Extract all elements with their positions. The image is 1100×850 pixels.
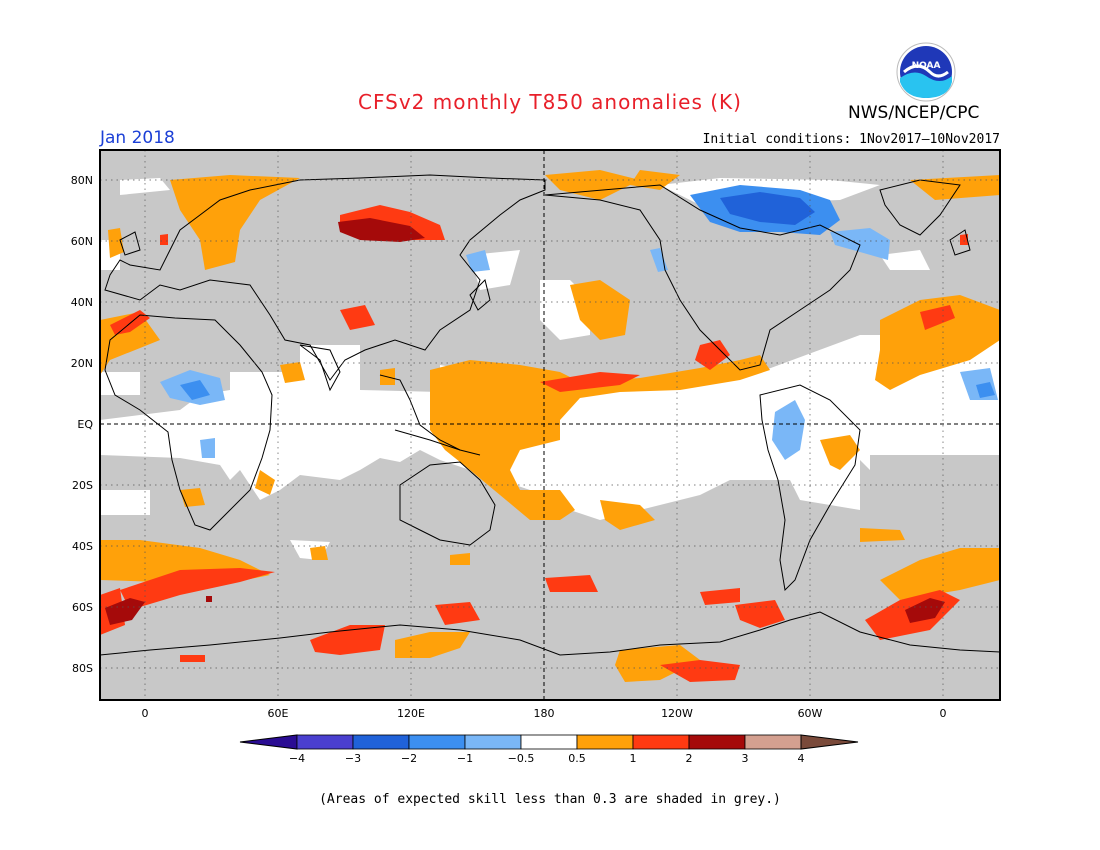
lat-label: 40S (72, 540, 93, 553)
colorbar-swatch (464, 734, 522, 750)
cold-anomaly-regions-minus-0.5-minus-1 (160, 228, 998, 460)
colorbar: −4 −3 −2 −1 −0.5 0.5 1 2 3 4 (239, 734, 859, 765)
lon-label: 120E (397, 707, 425, 720)
cold-anomaly-regions-minus-1-minus-2 (180, 185, 995, 400)
noaa-logo: NOAA (896, 42, 956, 102)
colorbar-tick-label: −2 (401, 752, 417, 765)
colorbar-tick-label: 3 (742, 752, 749, 765)
lat-label: EQ (77, 418, 93, 431)
latitude-labels: 80N 60N 40N 20N EQ 20S 40S 60S 80S (71, 174, 94, 675)
skill-footnote: (Areas of expected skill less than 0.3 a… (319, 792, 781, 807)
map-frame (99, 149, 1001, 701)
map-area (99, 149, 1001, 701)
colorbar-swatches (239, 734, 859, 750)
lat-label: 80N (71, 174, 93, 187)
colorbar-tick-labels: −4 −3 −2 −1 −0.5 0.5 1 2 3 4 (289, 752, 805, 765)
colorbar-swatch (520, 734, 578, 750)
coastlines (99, 174, 1001, 656)
lon-label: 60W (798, 707, 823, 720)
colorbar-swatch (296, 734, 354, 750)
warm-anomaly-regions-2-3 (105, 218, 945, 625)
colorbar-tick-label: 2 (686, 752, 693, 765)
colorbar-tick-label: −0.5 (508, 752, 535, 765)
lon-label: 60E (268, 707, 289, 720)
colorbar-swatch (408, 734, 466, 750)
colorbar-tick-label: −1 (457, 752, 473, 765)
colorbar-tick-label: 0.5 (568, 752, 586, 765)
lat-label: 20S (72, 479, 93, 492)
lat-label: 20N (71, 357, 93, 370)
lon-label: 0 (940, 707, 947, 720)
warm-anomaly-regions-1-2 (100, 205, 968, 682)
lon-label: 120W (661, 707, 693, 720)
colorbar-swatch-above-max (800, 734, 859, 750)
lat-label: 40N (71, 296, 93, 309)
logo-text: NOAA (912, 61, 941, 71)
colorbar-tick-label: 4 (798, 752, 805, 765)
agency-label: NWS/NCEP/CPC (848, 103, 980, 123)
colorbar-swatch (632, 734, 690, 750)
colorbar-tick-label: −3 (345, 752, 361, 765)
initial-conditions-label: Initial conditions: 1Nov2017–10Nov2017 (702, 132, 1000, 147)
colorbar-swatch (352, 734, 410, 750)
colorbar-swatch (576, 734, 634, 750)
chart-title: CFSv2 monthly T850 anomalies (K) (358, 90, 742, 114)
warm-anomaly-regions-0.5-1 (100, 170, 1000, 682)
longitude-gridlines (144, 150, 944, 700)
lon-label: 0 (142, 707, 149, 720)
colorbar-tick-label: −4 (289, 752, 305, 765)
month-label: Jan 2018 (100, 128, 175, 148)
latitude-gridlines (100, 179, 1000, 669)
colorbar-swatch (688, 734, 746, 750)
longitude-labels: 0 60E 120E 180 120W 60W 0 (142, 707, 947, 720)
colorbar-tick-label: 1 (630, 752, 637, 765)
colorbar-swatch (744, 734, 802, 750)
skill-mask-background (100, 150, 1000, 700)
neutral-anomaly-regions (100, 178, 1000, 560)
lat-label: 60N (71, 235, 93, 248)
lat-label: 60S (72, 601, 93, 614)
colorbar-swatch-below-min (239, 734, 298, 750)
cold-anomaly-regions-minus-2-minus-3 (720, 192, 815, 225)
lon-label: 180 (534, 707, 555, 720)
lat-label: 80S (72, 662, 93, 675)
